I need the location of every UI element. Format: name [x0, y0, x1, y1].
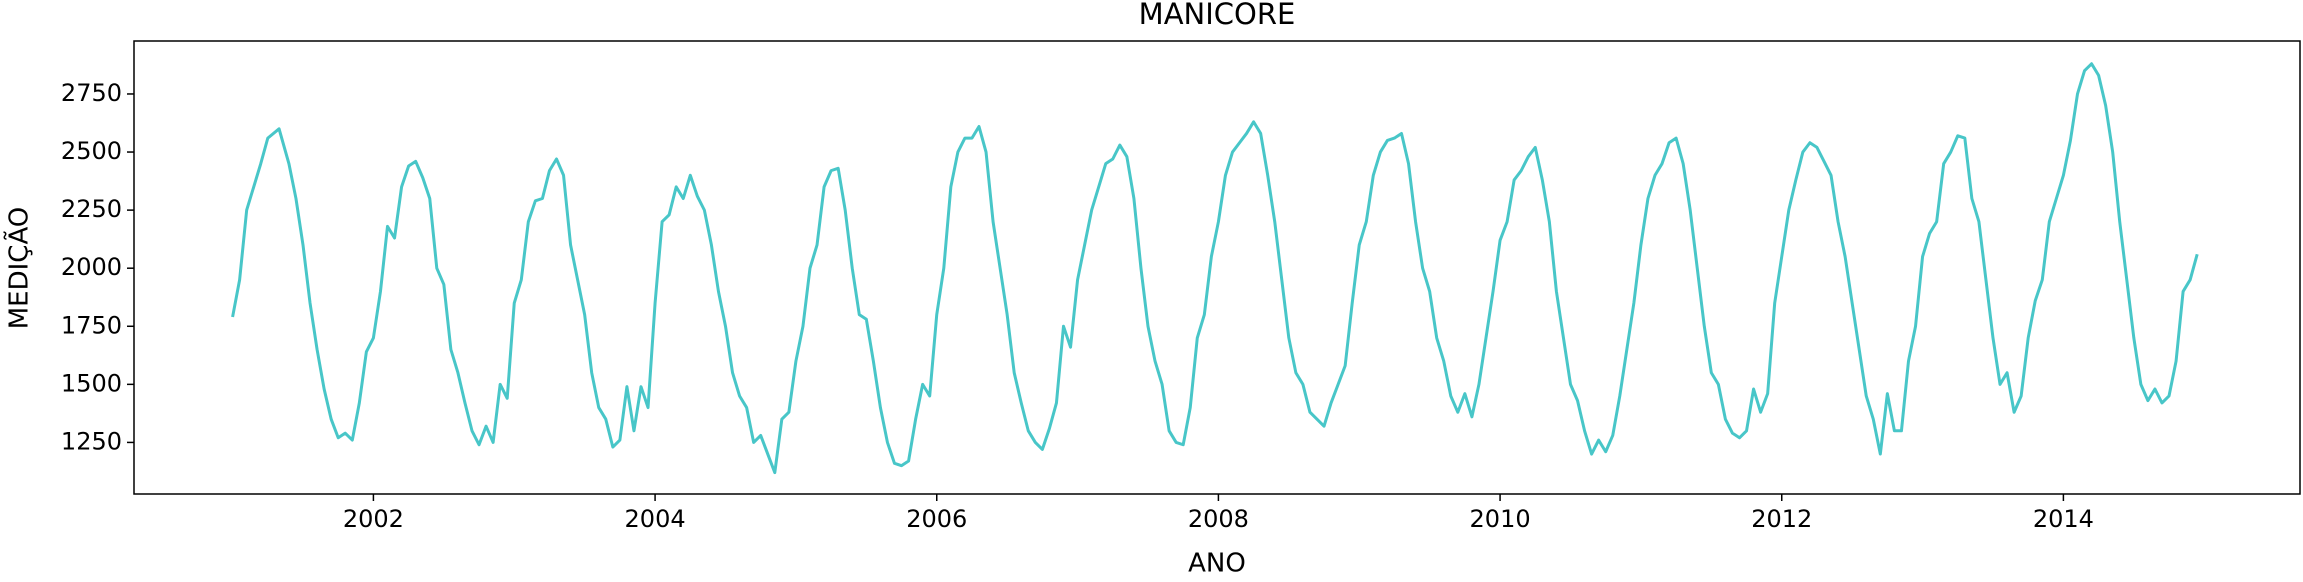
x-tick-label: 2002 [343, 505, 404, 533]
y-tick-label: 2000 [61, 253, 122, 281]
y-tick-label: 2250 [61, 195, 122, 223]
plot-frame [133, 40, 2301, 495]
x-tick-label: 2010 [1470, 505, 1531, 533]
data-line [231, 62, 2199, 475]
x-tick-label: 2014 [2033, 505, 2094, 533]
chart-title: MANICORE [1139, 0, 1296, 31]
x-tick-label: 2006 [906, 505, 967, 533]
x-tick-label: 2012 [1751, 505, 1812, 533]
y-tick-label: 1750 [61, 311, 122, 339]
y-tick-label: 1250 [61, 427, 122, 455]
y-tick-label: 2750 [61, 79, 122, 107]
x-tick-label: 2004 [625, 505, 686, 533]
x-tick-label: 2008 [1188, 505, 1249, 533]
y-tick-label: 2500 [61, 137, 122, 165]
y-axis-label: MEDIÇÃO [3, 207, 35, 330]
x-axis-label: ANO [1188, 549, 1246, 579]
y-tick-label: 1500 [61, 369, 122, 397]
